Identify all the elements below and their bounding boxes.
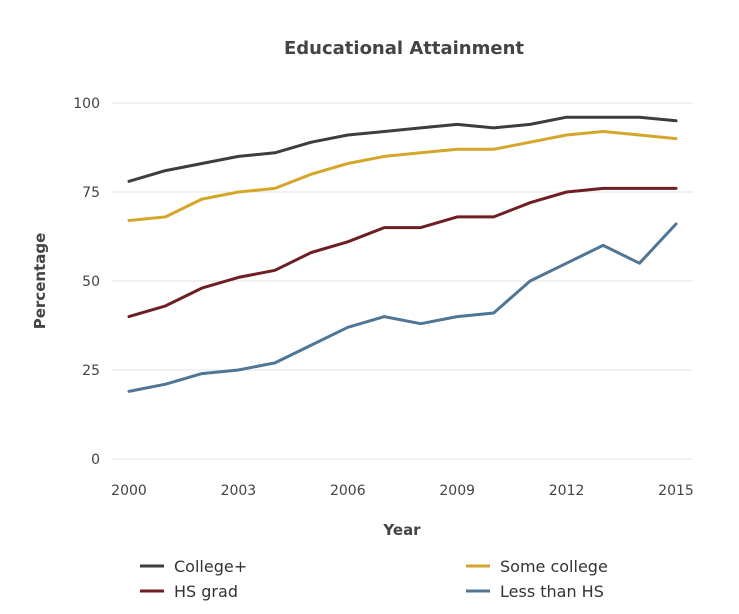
series-line-college — [127, 115, 678, 183]
legend-label: Less than HS — [500, 582, 604, 601]
series-line-less-than-hs — [127, 222, 678, 393]
y-tick-label: 50 — [82, 274, 100, 290]
y-tick-label: 75 — [82, 185, 100, 201]
x-tick-label: 2003 — [221, 483, 257, 499]
x-tick-label: 2006 — [330, 483, 366, 499]
legend-label: College+ — [174, 557, 247, 576]
x-tick-label: 2015 — [658, 483, 694, 499]
series-lines — [127, 115, 678, 393]
x-axis-label: Year — [382, 521, 421, 539]
y-tick-label: 0 — [91, 452, 100, 468]
y-axis-ticks: 0 25 50 75 100 — [73, 96, 100, 468]
gridlines — [112, 102, 693, 460]
legend: College+ Some college HS grad Less than HS — [140, 557, 608, 601]
x-tick-label: 2000 — [111, 483, 147, 499]
legend-item-hs-grad: HS grad — [140, 582, 238, 601]
y-tick-label: 25 — [82, 363, 100, 379]
legend-item-less-than-hs: Less than HS — [466, 582, 604, 601]
y-tick-label: 100 — [73, 96, 100, 112]
legend-item-some-college: Some college — [466, 557, 608, 576]
legend-label: HS grad — [174, 582, 238, 601]
series-line-some-college — [127, 130, 678, 222]
y-axis-label: Percentage — [31, 233, 49, 330]
chart-title: Educational Attainment — [284, 38, 524, 59]
x-tick-label: 2012 — [549, 483, 585, 499]
legend-item-college: College+ — [140, 557, 247, 576]
series-line-hs-grad — [127, 186, 678, 319]
legend-label: Some college — [500, 557, 608, 576]
x-axis-ticks: 2000 2003 2006 2009 2012 2015 — [111, 483, 694, 499]
x-tick-label: 2009 — [439, 483, 475, 499]
